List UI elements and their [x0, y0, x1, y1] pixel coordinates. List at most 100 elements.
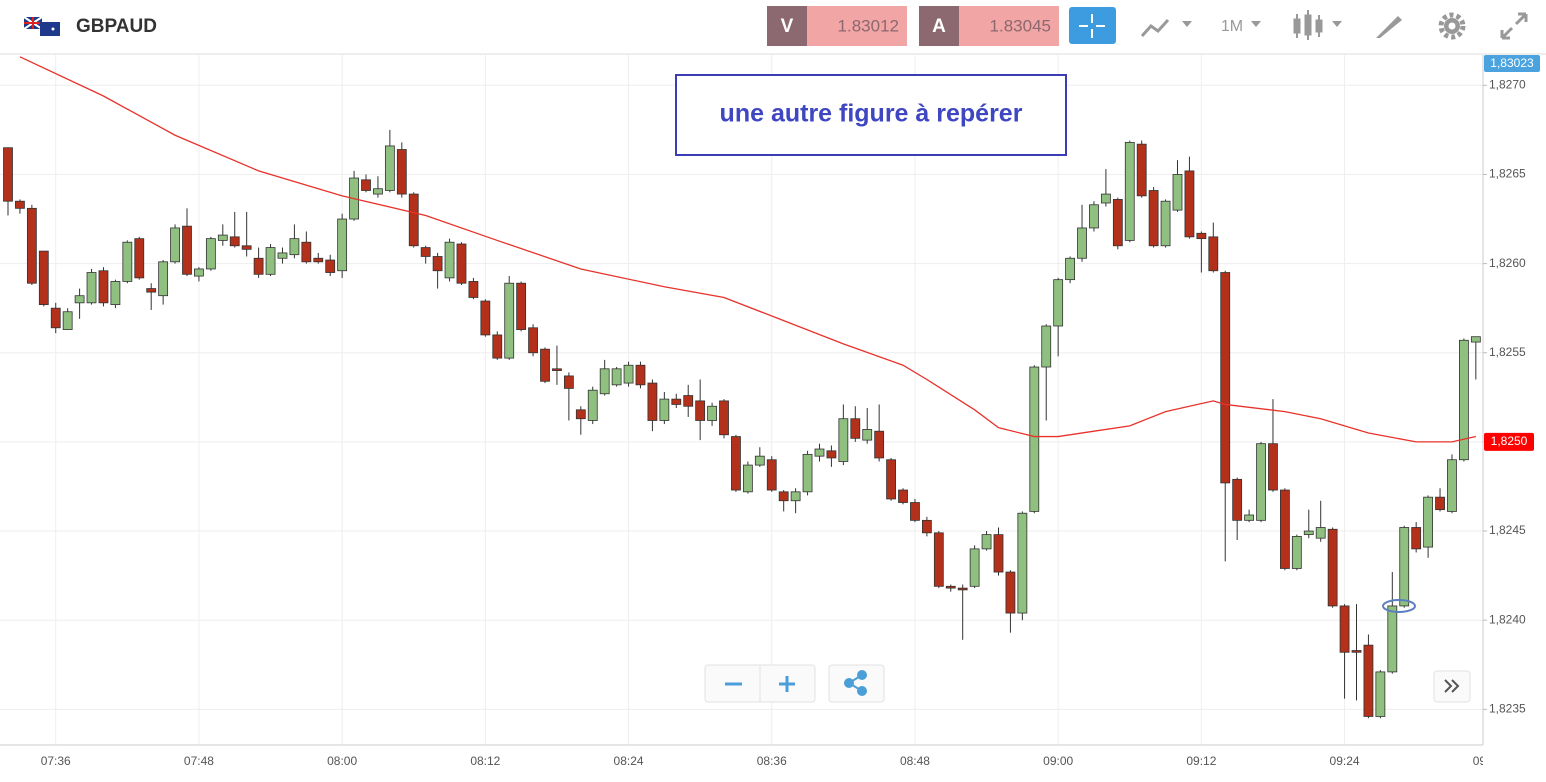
candle-body	[778, 491, 789, 502]
candle-body	[86, 272, 97, 304]
candle-body	[1399, 527, 1410, 607]
y-tick-label: 1,8260	[1489, 256, 1526, 270]
share-button[interactable]	[828, 664, 885, 703]
candle-body	[850, 418, 861, 439]
candle-body	[957, 587, 968, 591]
candle-body	[683, 395, 694, 407]
overlay-tag-label: 1,8250	[1491, 434, 1528, 448]
candle-body	[731, 436, 741, 491]
candle-body	[241, 245, 252, 250]
candle-body	[62, 311, 73, 330]
flag	[23, 16, 60, 36]
candle-body	[1065, 257, 1075, 281]
x-tick-label: 08:24	[614, 754, 644, 768]
candle-body	[1184, 170, 1195, 238]
candle-body	[1029, 366, 1040, 512]
candle-body	[1136, 143, 1147, 197]
zoom-controls	[704, 664, 1471, 703]
zoom-in-button[interactable]	[779, 676, 795, 692]
candle-body	[1363, 644, 1374, 717]
candle-body	[301, 241, 312, 263]
y-tick-label: 1,8265	[1489, 167, 1526, 181]
candle-body	[182, 225, 192, 275]
candle-body	[98, 270, 109, 304]
candle-body	[1280, 489, 1290, 569]
buy-price: 1.83045	[990, 16, 1051, 35]
candle-body	[671, 398, 682, 405]
candle-body	[1100, 193, 1111, 204]
candle-body	[659, 398, 670, 421]
candle-body	[1315, 527, 1326, 539]
candle-body	[146, 288, 157, 293]
candle-body	[396, 149, 407, 195]
candle-body	[1208, 236, 1219, 272]
candle-body	[1160, 200, 1171, 247]
candle-body	[158, 261, 169, 297]
share-icon	[844, 670, 867, 696]
x-tick-label: 09:36	[1473, 754, 1503, 768]
candle-body	[1053, 279, 1064, 327]
draw-button[interactable]	[1376, 16, 1402, 38]
x-tick-label: 09:00	[1043, 754, 1073, 768]
candle-body	[826, 450, 837, 459]
scroll-end-button[interactable]	[1433, 670, 1471, 703]
x-tick-label: 07:48	[184, 754, 214, 768]
candle-body	[802, 453, 813, 493]
candle-body	[1005, 571, 1016, 614]
candle-body	[456, 243, 467, 284]
plot	[0, 55, 1483, 745]
moving-average-line	[19, 56, 1476, 443]
candle-body	[26, 207, 37, 284]
timeframe: 1M	[1221, 18, 1243, 35]
candle-body	[611, 368, 622, 386]
candle-body	[1411, 527, 1422, 550]
x-tick-label: 09:12	[1186, 754, 1216, 768]
candle-body	[933, 532, 944, 587]
candle-body	[361, 179, 371, 191]
candle-body	[742, 464, 753, 493]
symbol: GBPAUD	[76, 16, 157, 37]
candles-button[interactable]	[1293, 10, 1342, 40]
candle-body	[838, 418, 849, 462]
x-tick-label: 08:48	[900, 754, 930, 768]
candle-body	[898, 489, 908, 503]
sell-button[interactable]: V 1.83012	[767, 6, 907, 46]
highlight-ellipse	[1382, 599, 1416, 613]
candle-body	[1232, 478, 1243, 521]
y-tick-label: 1,8240	[1489, 612, 1526, 626]
candle-body	[862, 429, 873, 441]
candle-body	[1172, 174, 1183, 211]
crosshair-button[interactable]	[1069, 7, 1116, 44]
candle-body	[74, 295, 85, 304]
buy-label: A	[932, 16, 946, 37]
candle-body	[921, 519, 932, 534]
candle-body	[814, 448, 825, 457]
timeframe-button[interactable]: 1M	[1221, 18, 1261, 35]
candle-body	[910, 502, 920, 521]
buy-button[interactable]: A 1.83045	[919, 6, 1059, 46]
candle-body	[1327, 528, 1338, 607]
grid	[0, 55, 1483, 745]
sell-label: V	[781, 16, 794, 37]
candle-body	[170, 227, 180, 263]
candle-body	[1268, 443, 1278, 491]
fullscreen-button[interactable]	[1500, 12, 1528, 40]
settings-button[interactable]	[1438, 12, 1466, 40]
candle-body	[1017, 512, 1028, 614]
candle-body	[277, 252, 288, 259]
candle-body	[1387, 605, 1398, 673]
candle-body	[635, 364, 646, 386]
candle-body	[38, 250, 49, 306]
candle-body	[695, 400, 706, 421]
candle-body	[384, 145, 395, 191]
candle-body	[134, 238, 145, 279]
candle-body	[575, 409, 586, 420]
chart-type-button[interactable]	[1140, 18, 1192, 38]
annotation-text: une autre figure à repérer	[720, 100, 1023, 128]
scroll-end-icon	[1444, 679, 1460, 693]
last-price-label: 1,83023	[1490, 56, 1534, 70]
candles	[3, 129, 1481, 719]
candle-body	[194, 268, 204, 277]
candle-body	[1089, 204, 1099, 229]
